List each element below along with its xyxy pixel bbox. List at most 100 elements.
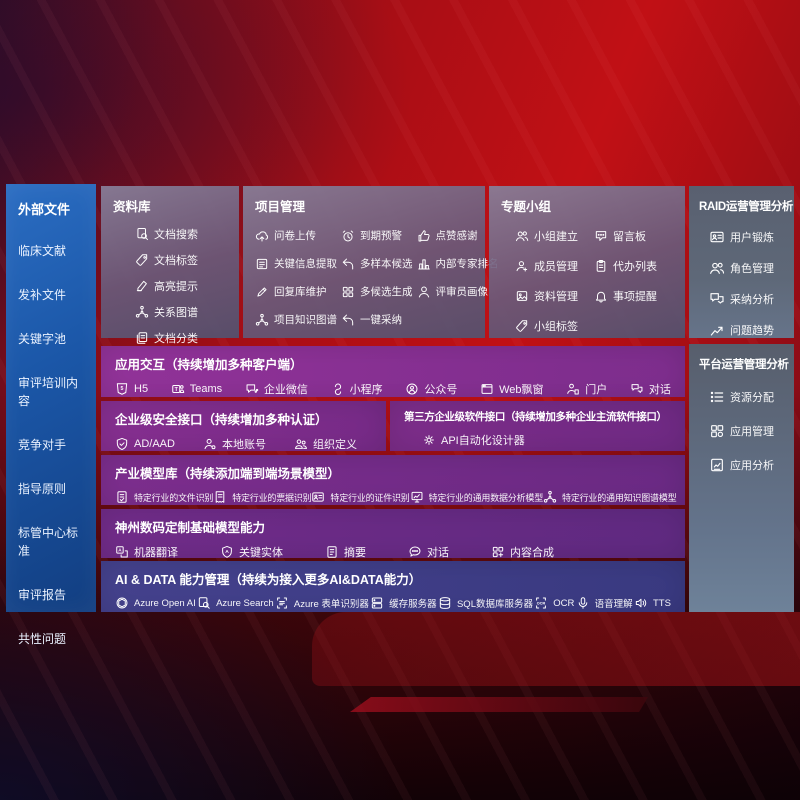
panel-item: Azure 表单识别器 [275,596,369,610]
item-label: 特定行业的通用知识图谱模型 [562,492,677,503]
panel-item: 门户 [566,381,607,397]
svg-text:A: A [225,549,229,555]
item-label: 小组建立 [534,231,578,243]
panel-item: 多样本候选 [341,256,413,271]
item-label: 特定行业的票据识别 [232,492,312,503]
panel-item: 小组建立 [515,228,594,244]
item-label: 角色管理 [730,263,774,275]
sidebar-item-label: 标管中心标准 [18,526,79,558]
item-label: 用户锻炼 [730,232,774,244]
item-label: Azure Search [216,597,274,609]
panel-item: 特定行业的票据识别 [213,490,312,504]
photo-doc-icon [515,289,529,303]
project-management-title: 项目管理 [255,200,306,214]
cache-server-icon [370,596,384,610]
panel-item: T Teams [171,382,222,396]
sidebar-item: 指导原则 [18,480,88,498]
item-label: 代办列表 [613,261,657,273]
item-label: AD/AAD [134,438,175,450]
form-recognizer-icon [275,596,289,610]
item-label: 特定行业的证件识别 [330,492,410,503]
miniprogram-icon [331,382,345,396]
item-label: API自动化设计器 [441,435,525,447]
svg-text:5: 5 [121,386,124,392]
bill-recog-icon [213,490,227,504]
item-label: 文档搜索 [154,229,198,241]
panel-item: 小组标签 [515,318,594,334]
wechat-work-icon [245,382,259,396]
item-label: 关系图谱 [154,307,198,319]
item-label: 文档标签 [154,255,198,267]
item-label: 关键实体 [239,547,283,559]
item-label: Teams [189,383,223,395]
panel-item: 成员管理 [515,258,594,274]
item-label: 评审员画像 [435,286,489,298]
sidebar-item-label: 共性问题 [18,632,67,646]
panel-item: 特定行业的证件识别 [311,490,410,504]
sidebar-item: 关键字池 [18,330,88,348]
item-label: TTS [652,597,671,609]
person-icon [417,285,431,299]
sql-db-icon [438,596,452,610]
item-label: 缓存服务器 [389,599,437,610]
member-icon [515,259,529,273]
panel-item: Azure Search [197,596,274,610]
item-label: 特定行业的通用数据分析模型 [428,492,544,503]
item-label: 对话 [648,384,671,396]
security-interface-title: 企业级安全接口（持续增加多种认证） [115,413,328,427]
raid-analysis-title: RAID运营管理分析 [699,201,794,213]
item-label: 留言板 [613,231,646,243]
panel-item: A 机器翻译 [115,544,178,560]
security-interface-items: AD/AAD 本地账号 组织定义 [115,436,372,452]
platform-analysis-items: 资源分配 应用管理 应用分析 [699,389,786,473]
sidebar-item-label: 发补文件 [18,288,67,302]
panel-item: 5 H5 [115,382,148,396]
panel-item: 文档搜索 [135,226,227,242]
panel-item: 问题趋势 [709,322,786,338]
apps-icon [709,423,725,439]
panel-item: 多候选生成 [341,284,413,299]
item-label: 资料管理 [534,291,578,303]
item-label: 资源分配 [730,392,774,404]
local-account-icon [203,437,217,451]
azure-search-icon [197,596,211,610]
panel-item: 用户锻炼 [709,229,786,245]
knowledge-graph-icon [255,313,269,327]
ai-data-management-items: Azure Open AI Azure Search Azure 表单识别器 缓… [115,596,671,610]
list-icon [709,389,725,405]
panel-item: 点赞感谢 [417,228,499,243]
h5-icon: 5 [115,382,129,396]
panel-item: 对话 [630,381,671,397]
item-label: 摘要 [344,547,366,559]
people-icon [709,260,725,276]
openai-icon [115,596,129,610]
panel-item: 到期预警 [341,228,413,243]
industry-models-title: 产业模型库（持续添加端到端场景模型） [115,467,341,481]
sidebar-item-label: 指导原则 [18,482,67,496]
doc-copy-icon [135,331,149,345]
panel-item: 应用管理 [709,423,786,439]
panel-item: OCR OCR [534,596,574,610]
item-label: 门户 [585,384,608,396]
report-icon [709,457,725,473]
panel-item: 小程序 [331,381,383,397]
item-label: 组织定义 [312,439,357,451]
bell-icon [594,289,608,303]
todo-list-icon [594,259,608,273]
panel-item: TTS [634,596,671,610]
sidebar-item-label: 竞争对手 [18,438,67,452]
item-label: 项目知识图谱 [274,314,337,326]
cloud-upload-icon [255,229,269,243]
item-label: OCR [553,597,575,609]
item-label: Azure Open AI [134,597,196,609]
sidebar-item: 竞争对手 [18,436,88,454]
item-label: 高亮提示 [154,281,198,293]
panel-item: API自动化设计器 [422,432,525,448]
panel-item: 事项提醒 [594,288,673,304]
panel-item: 特定行业的通用数据分析模型 [410,490,543,504]
panel-item: 高亮提示 [135,278,227,294]
panel-item: 资源分配 [709,389,786,405]
thumbs-up-icon [417,229,431,243]
project-management-items: 问卷上传 到期预警 点赞感谢 关键信息提取 多样本候选 内部专家排名 回复库维护… [255,228,499,327]
panel-item: Azure Open AI [115,596,196,610]
